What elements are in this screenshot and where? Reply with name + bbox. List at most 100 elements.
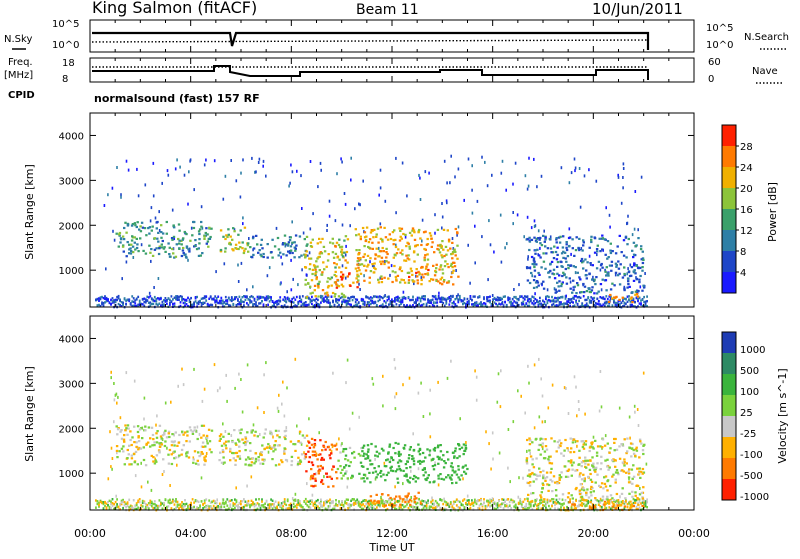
data-cell <box>251 157 253 160</box>
data-cell <box>476 376 478 379</box>
data-cell <box>302 295 304 297</box>
data-cell <box>193 368 195 371</box>
data-cell <box>408 276 410 278</box>
data-cell <box>308 417 310 420</box>
data-cell <box>148 233 150 235</box>
data-cell <box>453 301 455 303</box>
data-cell <box>567 267 569 269</box>
data-cell <box>205 498 207 500</box>
data-cell <box>171 295 173 297</box>
data-cell <box>639 267 641 269</box>
data-cell <box>332 292 334 294</box>
data-cell <box>595 302 597 304</box>
data-cell <box>430 235 432 237</box>
data-cell <box>628 493 630 495</box>
data-cell <box>452 270 454 272</box>
data-cell <box>566 249 568 251</box>
data-cell <box>158 210 160 213</box>
data-cell <box>642 299 644 301</box>
data-cell <box>243 250 245 252</box>
data-cell <box>141 243 143 246</box>
data-cell <box>573 297 575 300</box>
data-cell <box>409 466 411 468</box>
data-cell <box>253 423 255 426</box>
data-cell <box>401 270 403 272</box>
data-cell <box>232 303 234 305</box>
data-cell <box>219 440 221 442</box>
data-cell <box>374 455 376 457</box>
data-cell <box>432 465 434 467</box>
data-cell <box>481 156 483 159</box>
data-cell <box>433 468 435 470</box>
data-cell <box>125 303 127 305</box>
data-cell <box>169 499 171 501</box>
data-cell <box>531 500 533 502</box>
data-cell <box>150 248 152 250</box>
data-cell <box>124 463 126 465</box>
data-cell <box>589 469 591 471</box>
data-cell <box>625 237 627 239</box>
freq-line <box>92 66 648 80</box>
data-cell <box>598 485 600 487</box>
data-cell <box>643 372 645 375</box>
data-cell <box>270 448 272 450</box>
data-cell <box>582 267 584 269</box>
data-cell <box>429 280 431 282</box>
data-cell <box>354 207 356 210</box>
data-cell <box>266 446 268 448</box>
data-cell <box>283 450 285 452</box>
data-cell <box>376 451 378 453</box>
data-cell <box>405 245 407 247</box>
data-cell <box>570 438 572 440</box>
data-cell <box>605 507 607 509</box>
data-cell <box>358 203 360 206</box>
data-cell <box>579 475 581 477</box>
data-cell <box>284 498 286 500</box>
data-cell <box>418 229 420 231</box>
data-cell <box>373 262 375 264</box>
data-cell <box>430 435 432 438</box>
data-cell <box>484 161 486 164</box>
data-cell <box>231 499 233 501</box>
data-cell <box>630 275 632 277</box>
noise-left-tick-top: 10^5 <box>52 19 79 30</box>
data-cell <box>282 381 284 384</box>
data-cell <box>389 497 391 499</box>
data-cell <box>578 463 580 465</box>
data-cell <box>543 288 545 290</box>
data-cell <box>202 507 204 509</box>
data-cell <box>449 181 451 184</box>
data-cell <box>633 262 635 264</box>
data-cell <box>637 300 639 302</box>
data-cell <box>230 236 232 238</box>
data-cell <box>538 507 540 509</box>
data-cell <box>345 245 347 248</box>
data-cell <box>261 300 263 302</box>
data-cell <box>270 296 272 298</box>
data-cell <box>452 452 454 454</box>
data-cell <box>412 281 414 283</box>
data-cell <box>440 254 442 256</box>
data-cell <box>542 281 544 283</box>
data-cell <box>609 485 611 487</box>
data-cell <box>405 475 407 477</box>
data-cell <box>127 241 129 243</box>
data-cell <box>205 455 207 457</box>
noise-right-tick-bottom: 10^0 <box>706 40 733 51</box>
data-cell <box>375 236 377 238</box>
data-cell <box>326 476 328 478</box>
data-cell <box>384 479 386 481</box>
data-cell <box>417 502 419 504</box>
data-cell <box>578 400 580 403</box>
data-cell <box>322 289 324 291</box>
data-cell <box>385 260 387 262</box>
data-cell <box>542 395 544 398</box>
data-cell <box>265 361 267 364</box>
data-cell <box>244 248 246 250</box>
data-cell <box>426 304 428 306</box>
data-cell <box>284 438 286 440</box>
data-cell <box>615 266 617 268</box>
data-cell <box>398 453 400 455</box>
data-cell <box>400 460 402 462</box>
data-cell <box>525 174 527 177</box>
